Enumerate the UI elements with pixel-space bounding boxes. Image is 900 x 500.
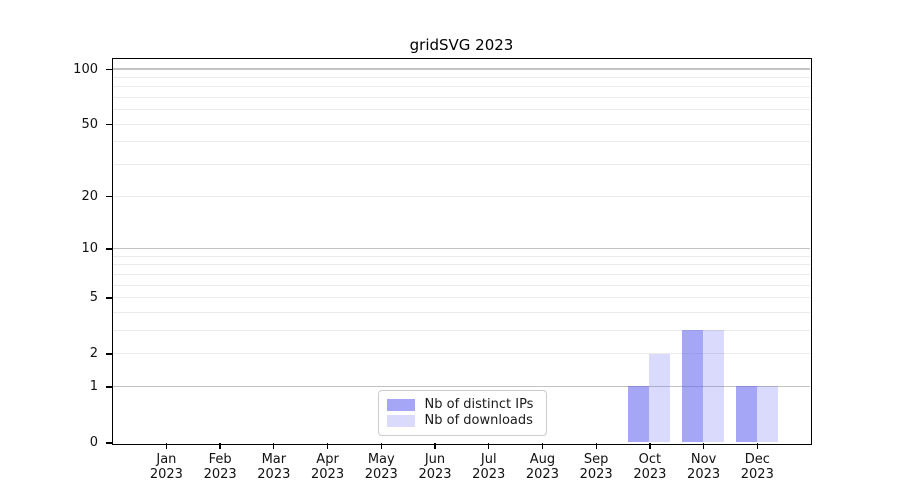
minor-gridline	[112, 284, 810, 286]
bar	[682, 330, 704, 443]
minor-gridline	[112, 109, 810, 111]
y-tick-label: 2	[89, 346, 98, 362]
x-tick-label: Sep 2023	[579, 452, 613, 482]
legend-entry-distinct-ips: Nb of distinct IPs	[386, 397, 538, 413]
x-tick-label: Aug 2023	[525, 452, 559, 482]
x-tick-label: Oct 2023	[633, 452, 667, 482]
x-tick-label: May 2023	[364, 452, 398, 482]
x-tick-label: Apr 2023	[311, 452, 345, 482]
y-tick-mark	[106, 195, 112, 198]
legend-entry-downloads: Nb of downloads	[386, 413, 538, 429]
bar	[628, 386, 650, 443]
x-tick-mark	[649, 443, 651, 449]
x-tick-mark	[702, 443, 705, 449]
y-tick-mark	[106, 248, 112, 250]
major-gridline	[112, 385, 810, 388]
y-tick-mark	[106, 297, 112, 299]
x-tick-label: Nov 2023	[687, 452, 721, 482]
minor-gridline	[112, 273, 810, 275]
x-tick-label: Dec 2023	[740, 452, 774, 482]
x-tick-mark	[219, 443, 221, 449]
minor-gridline	[112, 311, 810, 313]
y-tick-mark	[106, 353, 112, 355]
minor-gridline	[112, 76, 810, 78]
minor-gridline	[112, 264, 810, 266]
y-tick-label: 100	[73, 61, 98, 77]
x-tick-mark	[488, 443, 490, 449]
y-tick-mark	[106, 124, 112, 126]
y-tick-label: 10	[81, 240, 98, 256]
minor-gridline	[112, 195, 810, 197]
bar	[756, 386, 778, 443]
x-tick-mark	[326, 443, 329, 449]
y-tick-mark	[106, 442, 112, 444]
x-tick-label: Feb 2023	[203, 452, 237, 482]
legend-label-downloads: Nb of downloads	[424, 413, 533, 428]
chart-title: gridSVG 2023	[409, 36, 514, 54]
x-tick-label: Jan 2023	[149, 452, 183, 482]
x-tick-mark	[595, 443, 597, 449]
y-tick-mark	[106, 386, 112, 388]
major-gridline	[112, 68, 810, 70]
legend: Nb of distinct IPs Nb of downloads	[377, 389, 547, 436]
legend-label-distinct-ips: Nb of distinct IPs	[424, 397, 534, 412]
x-tick-mark	[273, 443, 275, 449]
legend-swatch-distinct-ips	[386, 398, 415, 411]
x-tick-label: Jul 2023	[472, 452, 506, 482]
minor-gridline	[112, 123, 810, 125]
y-tick-label: 5	[89, 289, 98, 305]
y-tick-label: 50	[81, 116, 98, 132]
minor-gridline	[112, 296, 810, 298]
plot-area: Nb of distinct IPs Nb of downloads	[111, 57, 812, 445]
y-tick-label: 1	[89, 378, 98, 394]
bar	[735, 386, 757, 443]
minor-gridline	[112, 141, 810, 143]
y-tick-label: 0	[89, 435, 98, 450]
x-tick-label: Jun 2023	[418, 452, 452, 482]
legend-swatch-downloads	[386, 414, 415, 427]
minor-gridline	[112, 329, 810, 331]
x-tick-mark	[541, 443, 544, 449]
major-gridline	[112, 247, 810, 250]
minor-gridline	[112, 86, 810, 88]
minor-gridline	[112, 164, 810, 166]
bar	[703, 330, 725, 443]
minor-gridline	[112, 97, 810, 99]
y-tick-label: 20	[81, 188, 98, 204]
x-tick-mark	[380, 443, 382, 449]
minor-gridline	[112, 353, 810, 355]
bar	[649, 353, 671, 443]
minor-gridline	[112, 255, 810, 257]
y-tick-mark	[106, 68, 112, 71]
x-tick-label: Mar 2023	[257, 452, 291, 482]
x-tick-mark	[756, 443, 758, 449]
x-tick-mark	[434, 443, 436, 449]
x-tick-mark	[165, 443, 168, 449]
